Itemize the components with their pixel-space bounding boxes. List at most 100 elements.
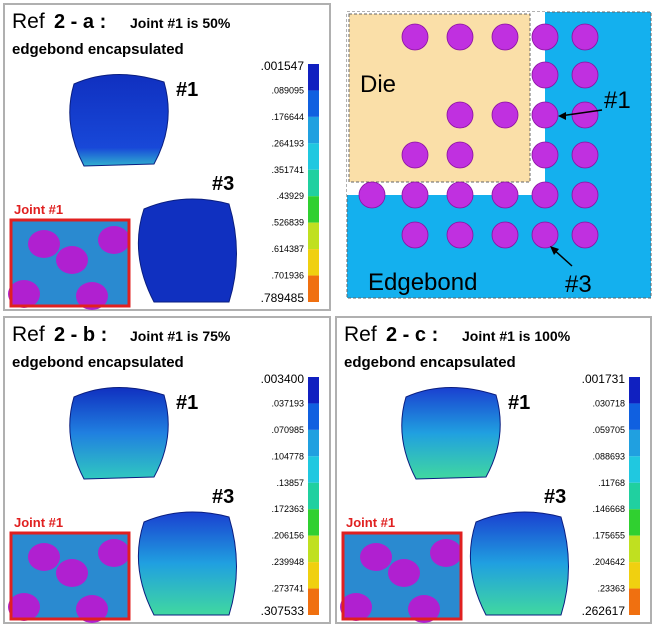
colorbar-label: .175655	[592, 531, 625, 541]
joint-1-callout: #1	[604, 87, 631, 114]
colorbar-label: .204642	[592, 557, 625, 567]
inset-bump	[98, 539, 130, 567]
solder-bump	[572, 24, 598, 50]
inset-bump	[56, 559, 88, 587]
colorbar-label: .001547	[261, 59, 305, 73]
inset-bump	[8, 593, 40, 621]
solder-bump	[447, 24, 473, 50]
colorbar-segment	[308, 483, 319, 509]
colorbar-label: .146668	[592, 504, 625, 514]
colorbar-label: .003400	[261, 372, 305, 386]
colorbar-label: .307533	[261, 604, 305, 618]
inset-label: Joint #1	[14, 202, 63, 217]
colorbar-segment	[629, 536, 640, 562]
inset-bump	[28, 230, 60, 258]
colorbar-label: .351741	[271, 165, 304, 175]
joint-3-model	[470, 512, 568, 615]
inset-bump	[98, 226, 130, 254]
joint-1-label: #1	[176, 392, 198, 414]
solder-bump	[447, 142, 473, 168]
solder-bump	[572, 142, 598, 168]
colorbar-segment	[629, 430, 640, 456]
panel-id: 2 - a :	[54, 11, 106, 33]
solder-bump	[359, 182, 385, 208]
solder-bump	[402, 24, 428, 50]
inset-bump	[360, 543, 392, 571]
colorbar-label: .104778	[271, 451, 304, 461]
colorbar-segment	[308, 143, 319, 169]
solder-bump	[402, 142, 428, 168]
solder-bump	[572, 222, 598, 248]
colorbar-label: .059705	[592, 425, 625, 435]
panel-caption: Joint #1 is 50%	[130, 15, 231, 31]
colorbar-segment	[308, 509, 319, 535]
inset-bump	[8, 280, 40, 308]
joint-3-model	[138, 512, 236, 615]
colorbar-segment	[308, 90, 319, 116]
colorbar-segment	[629, 509, 640, 535]
solder-bump	[532, 142, 558, 168]
colorbar-label: .526839	[271, 218, 304, 228]
panel-ref: Ref	[12, 10, 45, 33]
colorbar-segment	[629, 456, 640, 482]
colorbar-segment	[308, 403, 319, 429]
solder-bump	[532, 24, 558, 50]
colorbar-label: .614387	[271, 244, 304, 254]
colorbar-label: .172363	[271, 504, 304, 514]
solder-bump	[447, 102, 473, 128]
solder-bump	[402, 182, 428, 208]
panel-id: 2 - b :	[54, 324, 107, 346]
inset-bump	[56, 246, 88, 274]
solder-bump	[447, 182, 473, 208]
joint-1-model	[70, 74, 168, 166]
colorbar-segment	[308, 170, 319, 196]
colorbar-label: .030718	[592, 398, 625, 408]
colorbar-segment	[308, 64, 319, 90]
solder-bump	[492, 182, 518, 208]
inset-bump	[340, 593, 372, 621]
colorbar-label: .070985	[271, 425, 304, 435]
solder-bump	[492, 24, 518, 50]
die-label: Die	[360, 71, 396, 98]
colorbar-segment	[308, 249, 319, 275]
panel-caption: edgebond encapsulated	[12, 354, 184, 371]
colorbar-segment	[308, 276, 319, 302]
solder-bump	[572, 62, 598, 88]
colorbar-segment	[308, 223, 319, 249]
panel-caption: edgebond encapsulated	[344, 354, 516, 371]
colorbar-label: .273741	[271, 584, 304, 594]
colorbar-label: .43929	[276, 191, 304, 201]
inset-bump	[388, 559, 420, 587]
joint-3-model	[138, 199, 236, 302]
edgebond-label: Edgebond	[368, 269, 477, 296]
inset-bump	[28, 543, 60, 571]
colorbar-segment	[308, 117, 319, 143]
colorbar-label: .23363	[597, 584, 625, 594]
colorbar-segment	[629, 483, 640, 509]
colorbar-segment	[308, 430, 319, 456]
solder-bump	[492, 222, 518, 248]
solder-bump	[402, 222, 428, 248]
inset-label: Joint #1	[14, 515, 63, 530]
panel-id: 2 - c :	[386, 324, 438, 346]
joint-3-label: #3	[212, 173, 234, 195]
solder-bump	[532, 62, 558, 88]
colorbar-label: .789485	[261, 291, 305, 305]
colorbar-label: .088693	[592, 451, 625, 461]
colorbar-segment	[629, 562, 640, 588]
colorbar-label: .001731	[582, 372, 626, 386]
solder-bump	[572, 182, 598, 208]
joint-1-label: #1	[508, 392, 530, 414]
solder-bump	[532, 102, 558, 128]
colorbar-segment	[308, 377, 319, 403]
solder-bump	[532, 222, 558, 248]
colorbar-label: .264193	[271, 138, 304, 148]
solder-bump	[532, 182, 558, 208]
panel-caption: Joint #1 is 100%	[462, 328, 571, 344]
inset-bump	[430, 539, 462, 567]
panel-ref: Ref	[12, 323, 45, 346]
colorbar-label: .239948	[271, 557, 304, 567]
colorbar-segment	[308, 562, 319, 588]
joint-1-model	[70, 387, 168, 479]
solder-bump	[572, 102, 598, 128]
